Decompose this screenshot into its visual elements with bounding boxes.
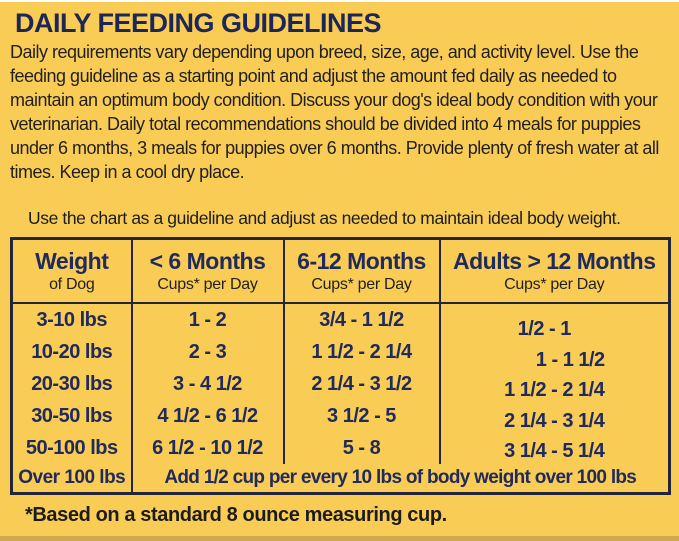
col-header-under-6-months: < 6 Months Cups* per Day [130,238,284,304]
adults-cell-group: 1/2 - 1 1 - 1 1/2 1 1/2 - 2 1/4 2 1/4 - … [438,303,670,464]
table-row: 50-100 lbs 6 1/2 - 10 1/2 5 - 8 [12,432,670,464]
weight-cell: 3-10 lbs [36,308,108,331]
weight-cell: Over 100 lbs [18,467,126,488]
table-row: 20-30 lbs 3 - 4 1/2 2 1/4 - 3 1/2 [12,368,670,400]
adults-values: 1/2 - 1 1 - 1 1/2 1 1/2 - 2 1/4 2 1/4 - … [441,304,669,464]
m6to12-cell: 1 1/2 - 2 1/4 [282,336,440,368]
col-header-title: < 6 Months [149,248,266,274]
adults-cell: 1 1/2 - 2 1/4 [504,379,605,401]
col-header-subtitle: Cups* per Day [157,276,258,293]
weight-cell: 50-100 lbs [25,436,118,459]
over-100-row: Over 100 lbs Add 1/2 cup per every 10 lb… [12,464,670,494]
chart-usage-note: Use the chart as a guideline and adjust … [28,208,621,228]
feeding-table: Weight of Dog < 6 Months Cups* per Day 6… [10,237,671,495]
table-row: 3-10 lbs 1 - 2 3/4 - 1 1/2 1/2 - 1 1 - 1… [12,303,670,464]
col-header-subtitle: Cups* per Day [311,276,412,293]
col-header-weight: Weight of Dog [11,238,132,304]
weight-cell: 30-50 lbs [31,404,113,427]
m6to12-cell: 3/4 - 1 1/2 [282,303,440,336]
col-header-subtitle: of Dog [49,276,95,293]
m6to12-cell: 2 1/4 - 3 1/2 [282,368,440,400]
weight-cell: 20-30 lbs [31,372,113,395]
table-header-row: Weight of Dog < 6 Months Cups* per Day 6… [11,238,670,304]
col-header-title: Weight [35,248,109,274]
measuring-cup-footnote: *Based on a standard 8 ounce measuring c… [25,504,447,526]
adults-cell: 1 - 1 1/2 [535,348,605,371]
intro-paragraph: Daily requirements vary depending upon b… [10,42,659,182]
under6-cell: 2 - 3 [130,336,284,368]
m6to12-cell: 3 1/2 - 5 [282,400,440,432]
under6-cell: 3 - 4 1/2 [130,368,284,400]
table-row: 10-20 lbs 2 - 3 1 1/2 - 2 1/4 [12,336,670,368]
adults-cell: 1/2 - 1 [517,318,572,340]
weight-cell: 10-20 lbs [31,340,113,363]
adults-cell: 3 1/4 - 5 1/4 [504,440,605,462]
col-header-title: Adults > 12 Months [453,248,656,274]
adults-cell: 2 1/4 - 3 1/4 [504,409,605,432]
bottom-edge-artifact [0,536,679,541]
under6-cell: 6 1/2 - 10 1/2 [130,432,284,464]
col-header-adults: Adults > 12 Months Cups* per Day [438,238,670,304]
under6-cell: 4 1/2 - 6 1/2 [130,400,284,432]
col-header-title: 6-12 Months [297,248,426,274]
col-header-subtitle: Cups* per Day [504,276,605,293]
top-edge-artifact [0,0,679,2]
over-100-note: Add 1/2 cup per every 10 lbs of body wei… [130,464,670,494]
under6-cell: 1 - 2 [130,303,284,336]
col-header-6-12-months: 6-12 Months Cups* per Day [282,238,440,304]
table-row: 30-50 lbs 4 1/2 - 6 1/2 3 1/2 - 5 [12,400,670,432]
m6to12-cell: 5 - 8 [282,432,440,464]
page-title: DAILY FEEDING GUIDELINES [15,8,382,38]
